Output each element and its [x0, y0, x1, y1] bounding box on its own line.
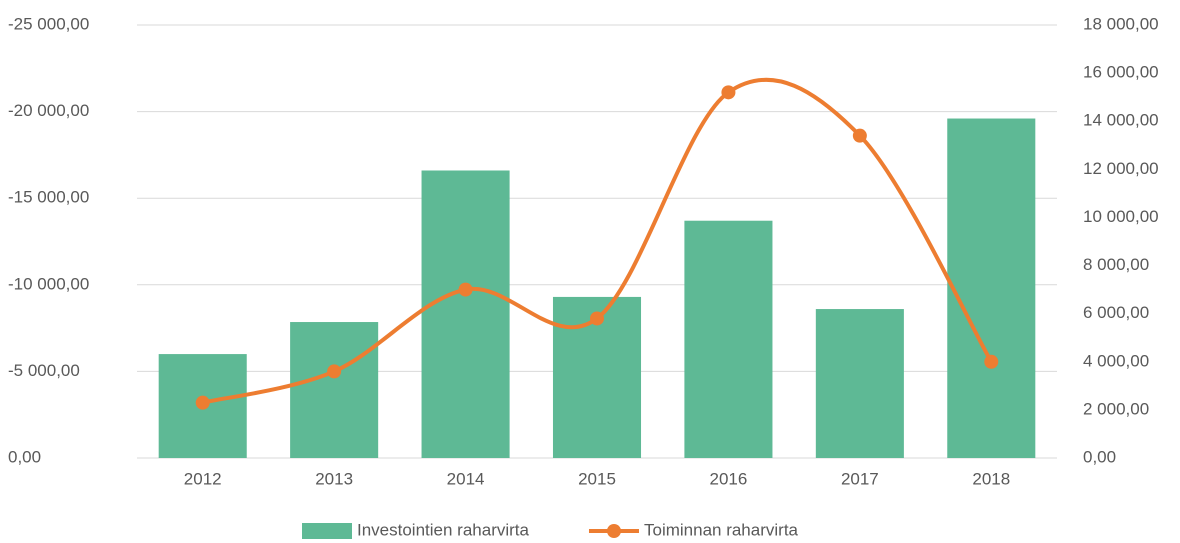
line-marker — [195, 395, 210, 410]
x-tick-label: 2017 — [841, 469, 879, 488]
line-marker — [458, 282, 473, 297]
y2-tick-label: 10 000,00 — [1083, 207, 1159, 226]
bar — [815, 309, 904, 458]
line-marker — [852, 128, 867, 143]
bar — [947, 118, 1036, 458]
y2-tick-label: 16 000,00 — [1083, 63, 1159, 82]
x-tick-label: 2018 — [972, 469, 1010, 488]
legend-marker — [606, 524, 621, 538]
line-marker — [721, 85, 736, 100]
x-tick-label: 2016 — [710, 469, 748, 488]
x-tick-label: 2012 — [184, 469, 222, 488]
line-marker — [984, 354, 999, 369]
bar — [290, 322, 379, 458]
line-marker — [327, 364, 342, 379]
legend-label: Toiminnan raharvirta — [644, 520, 799, 539]
y2-tick-label: 6 000,00 — [1083, 303, 1149, 322]
x-tick-label: 2013 — [315, 469, 353, 488]
legend-label: Investointien raharvirta — [357, 520, 530, 539]
line — [202, 77, 994, 405]
x-tick-label: 2015 — [578, 469, 616, 488]
legend-swatch — [302, 523, 352, 539]
y2-tick-label: 2 000,00 — [1083, 399, 1149, 418]
bar — [684, 220, 773, 458]
y2-tick-label: 18 000,00 — [1083, 14, 1159, 33]
x-tick-label: 2014 — [447, 469, 485, 488]
y-tick-label: -5 000,00 — [8, 361, 80, 380]
y-tick-label: -15 000,00 — [8, 188, 89, 207]
y-tick-label: -25 000,00 — [8, 14, 89, 33]
y-tick-label: -20 000,00 — [8, 101, 89, 120]
y2-tick-label: 14 000,00 — [1083, 111, 1159, 130]
y-tick-label: 0,00 — [8, 447, 41, 466]
y2-tick-label: 4 000,00 — [1083, 351, 1149, 370]
y-tick-label: -10 000,00 — [8, 274, 89, 293]
bar — [421, 170, 510, 458]
y2-tick-label: 12 000,00 — [1083, 159, 1159, 178]
y2-tick-label: 0,00 — [1083, 447, 1116, 466]
line-marker — [590, 311, 604, 326]
y2-tick-label: 8 000,00 — [1083, 255, 1149, 274]
